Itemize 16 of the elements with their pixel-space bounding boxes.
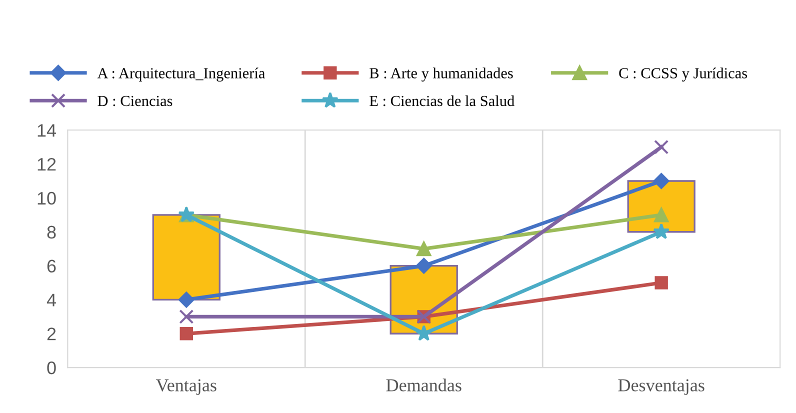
legend-label: D : Ciencias [98, 96, 172, 106]
y-tick-label: 12 [38, 158, 56, 171]
x-tick-label: Demandas [386, 378, 462, 392]
x-tick-label: Ventajas [156, 379, 216, 396]
y-tick-label: 14 [38, 124, 56, 137]
x-tick-label: Desventajas [618, 379, 704, 396]
legend-label: E : Ciencias de la Salud [370, 95, 514, 106]
y-tick-label: 8 [47, 226, 56, 239]
y-tick-label: 0 [47, 362, 56, 374]
y-tick-label: 10 [38, 192, 56, 205]
y-tick-label: 2 [47, 328, 56, 340]
y-tick-label: 6 [47, 260, 56, 273]
legend-label: A : Arquitectura_Ingeniería [97, 68, 266, 82]
y-tick-label: 4 [46, 294, 56, 306]
legend-label: C : CCSS y Jurídicas [619, 68, 748, 82]
legend-label: B : Arte y humanidades [370, 68, 513, 82]
